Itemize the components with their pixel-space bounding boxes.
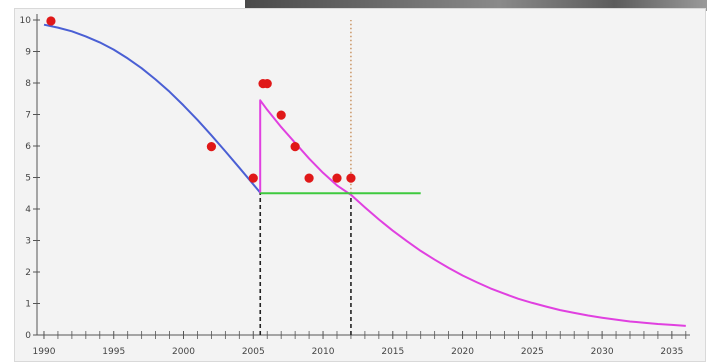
x-tick-label: 2000 xyxy=(172,347,195,357)
y-tick-label: 0 xyxy=(25,331,31,341)
data-point xyxy=(248,173,258,183)
x-tick-label: 1990 xyxy=(33,347,56,357)
y-tick-label: 10 xyxy=(20,16,32,26)
y-tick-label: 5 xyxy=(25,174,31,184)
data-point xyxy=(276,110,286,120)
x-tick-label: 2005 xyxy=(242,347,265,357)
series-line-1 xyxy=(259,99,686,327)
x-tick-label: 2020 xyxy=(451,347,474,357)
y-tick-label: 4 xyxy=(25,205,31,215)
data-point xyxy=(346,173,356,183)
data-point xyxy=(332,173,342,183)
x-tick-label: 2015 xyxy=(381,347,404,357)
y-tick-label: 6 xyxy=(25,142,31,152)
series-line-0 xyxy=(43,23,261,194)
x-tick-label: 1995 xyxy=(102,347,125,357)
x-tick-label: 2025 xyxy=(521,347,544,357)
plot-panel xyxy=(14,8,706,362)
data-point xyxy=(304,173,314,183)
x-tick-label: 2010 xyxy=(312,347,335,357)
y-tick-label: 9 xyxy=(25,48,31,58)
top-photo-strip xyxy=(245,0,707,11)
data-point xyxy=(262,79,272,89)
y-tick-label: 7 xyxy=(25,111,31,121)
y-tick-label: 1 xyxy=(25,300,31,310)
y-tick-label: 2 xyxy=(25,268,31,278)
x-tick-label: 2030 xyxy=(591,347,614,357)
y-tick-label: 8 xyxy=(25,79,31,89)
data-point xyxy=(206,142,217,152)
y-tick-label: 3 xyxy=(25,237,31,247)
data-point xyxy=(290,142,300,152)
x-tick-label: 2035 xyxy=(660,347,683,357)
data-point xyxy=(46,16,56,26)
